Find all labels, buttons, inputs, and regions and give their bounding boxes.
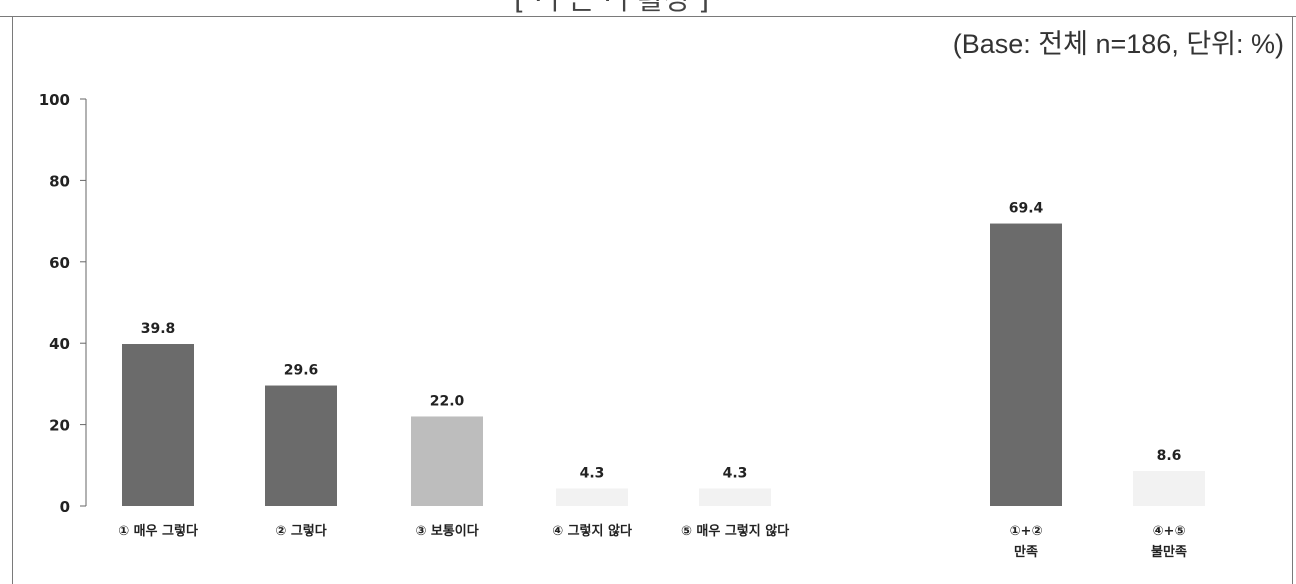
data-label: 8.6 — [1157, 448, 1182, 464]
x-category-label: ⑤ 매우 그렇지 않다 — [681, 523, 789, 539]
y-tick-label: 80 — [49, 172, 70, 190]
bar — [1133, 470, 1205, 506]
data-label: 4.3 — [723, 465, 748, 481]
frame-top-border — [0, 16, 1296, 17]
frame-left-border — [12, 16, 13, 584]
y-tick-label: 20 — [49, 417, 70, 435]
data-label: 39.8 — [141, 321, 176, 337]
x-category-label: 불만족 — [1151, 544, 1187, 560]
x-category-label: ④ 그렇지 않다 — [552, 523, 632, 539]
x-category-label: ① 매우 그렇다 — [118, 523, 198, 539]
bar — [699, 488, 771, 506]
frame-right-border — [1292, 16, 1293, 584]
x-category-label: 만족 — [1014, 544, 1038, 560]
bar — [122, 344, 194, 506]
y-tick-label: 40 — [49, 335, 70, 353]
data-label: 69.4 — [1009, 201, 1044, 217]
data-label: 29.6 — [284, 363, 319, 379]
x-category-label: ④+⑤ — [1153, 524, 1186, 539]
chart-title-fragment: [ ·ㅏ근 ·ㅏ활성 ] — [514, 0, 709, 18]
bar — [265, 385, 337, 506]
x-category-label: ①+② — [1010, 524, 1043, 539]
bar — [556, 488, 628, 506]
y-tick-label: 60 — [49, 254, 70, 272]
x-category-label: ② 그렇다 — [275, 523, 326, 539]
data-label: 22.0 — [430, 393, 465, 409]
y-tick-label: 100 — [39, 91, 70, 109]
bar — [990, 223, 1062, 507]
data-label: 4.3 — [580, 465, 605, 481]
base-note: (Base: 전체 n=186, 단위: %) — [952, 29, 1284, 59]
y-tick-label: 0 — [60, 498, 70, 516]
bar — [411, 416, 483, 506]
x-category-label: ③ 보통이다 — [415, 523, 478, 539]
